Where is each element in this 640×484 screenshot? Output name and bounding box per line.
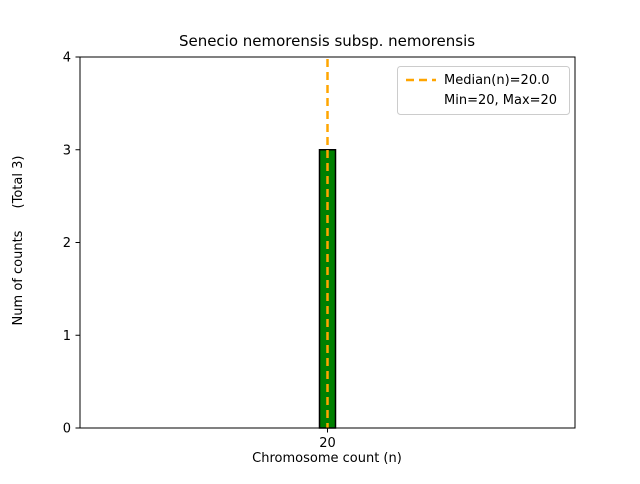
legend-minmax-label: Min=20, Max=20: [444, 93, 557, 108]
y-tick-label: 0: [63, 422, 71, 437]
y-tick-label: 2: [63, 236, 71, 251]
y-axis-label: Num of counts: [11, 230, 26, 325]
legend-box: [397, 66, 570, 115]
legend: Median(n)=20.0 Min=20, Max=20: [397, 66, 570, 115]
plot-dynamic-layer: 0 1 2 3 4 20: [63, 51, 337, 451]
chart-title: Senecio nemorensis subsp. nemorensis: [179, 32, 475, 50]
x-tick-label: 20: [319, 436, 336, 451]
y-tick-label: 4: [63, 51, 71, 66]
legend-median-label: Median(n)=20.0: [444, 73, 550, 88]
x-axis-label: Chromosome count (n): [252, 451, 402, 466]
plot-border: [79, 56, 576, 429]
y-axis-label-total: (Total 3): [11, 156, 26, 209]
y-tick-label: 1: [63, 329, 71, 344]
y-tick-label: 3: [63, 143, 71, 158]
